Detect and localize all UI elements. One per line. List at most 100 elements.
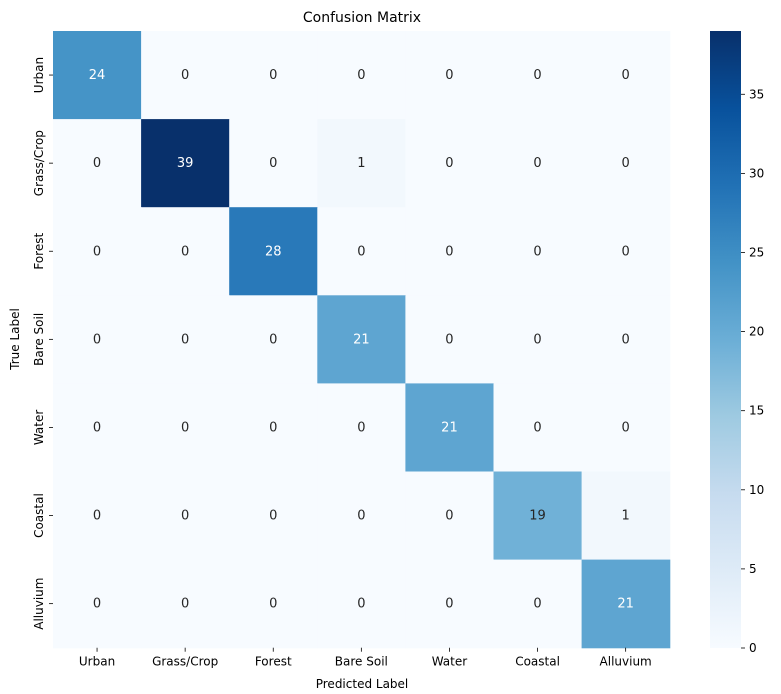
heatmap-cell [317, 559, 406, 649]
cell-value-label: 0 [269, 156, 277, 171]
cell-value-label: 0 [533, 332, 541, 347]
colorbar-tick-label: 0 [749, 641, 757, 655]
cell-value-label: 0 [357, 420, 365, 435]
cell-value-label: 0 [445, 332, 453, 347]
cell-value-label: 0 [357, 597, 365, 612]
cell-value-label: 0 [269, 509, 277, 524]
heatmap-cell [317, 207, 406, 296]
y-tick-label: Grass/Crop [32, 130, 46, 196]
heatmap-cell [141, 295, 230, 384]
colorbar-tick-label: 25 [749, 245, 764, 259]
cell-value-label: 0 [181, 509, 189, 524]
heatmap-cell [581, 31, 671, 120]
heatmap-cell [229, 383, 318, 473]
cell-value-label: 1 [622, 509, 630, 524]
heatmap-cell [53, 207, 142, 296]
cell-value-label: 0 [357, 509, 365, 524]
cell-value-label: 0 [622, 332, 630, 347]
cell-value-label: 0 [622, 68, 630, 83]
cell-value-label: 0 [357, 68, 365, 83]
heatmap-cell [229, 207, 318, 296]
y-tick-label: Coastal [32, 493, 46, 538]
heatmap-cell [141, 559, 230, 649]
cell-value-label: 0 [622, 420, 630, 435]
heatmap-cell [53, 119, 142, 208]
heatmap-cell [141, 383, 230, 473]
cell-value-label: 0 [93, 332, 101, 347]
heatmap-cell [317, 295, 406, 384]
x-tick-label: Water [432, 655, 468, 669]
x-axis-label: Predicted Label [316, 677, 409, 691]
heatmap-cell [581, 559, 671, 649]
cell-value-label: 0 [357, 244, 365, 259]
heatmap-cell [141, 471, 230, 561]
cell-value-label: 0 [622, 156, 630, 171]
heatmap-cell [229, 31, 318, 120]
colorbar-tick-label: 20 [749, 325, 764, 339]
cell-value-label: 0 [93, 156, 101, 171]
y-axis-label: True Label [8, 308, 22, 371]
heatmap-cell [141, 119, 230, 208]
cell-value-label: 0 [445, 156, 453, 171]
heatmap-cell [581, 295, 671, 384]
heatmap-cell [405, 383, 495, 473]
cell-value-label: 0 [93, 420, 101, 435]
cell-value-label: 0 [269, 597, 277, 612]
y-tick-label: Urban [32, 57, 46, 93]
cell-value-label: 19 [529, 509, 546, 524]
heatmap-cell [581, 383, 671, 473]
cell-value-label: 0 [533, 156, 541, 171]
heatmap-cell [581, 471, 671, 561]
cell-value-label: 0 [93, 597, 101, 612]
heatmap-cell [405, 471, 495, 561]
colorbar-tick-label: 30 [749, 166, 764, 180]
heatmap-cell [493, 383, 583, 473]
heatmap-cell [53, 471, 142, 561]
colorbar-tick-label: 10 [749, 483, 764, 497]
heatmap-cell [229, 119, 318, 208]
y-tick-label: Water [32, 410, 46, 446]
y-tick-label: Bare Soil [32, 313, 46, 366]
x-tick-label: Urban [79, 655, 115, 669]
heatmap-cell [405, 119, 495, 208]
cell-value-label: 0 [181, 597, 189, 612]
colorbar-tick-label: 35 [749, 87, 764, 101]
cell-value-label: 0 [622, 244, 630, 259]
heatmap-cell [493, 207, 583, 296]
heatmap-cell [317, 119, 406, 208]
cell-value-label: 0 [533, 420, 541, 435]
y-tick-label: Alluvium [32, 578, 46, 630]
cell-value-label: 1 [357, 156, 365, 171]
x-tick-label: Forest [255, 655, 292, 669]
heatmap-annotations: 24 0 0 0 0 0 0 0 39 0 1 0 0 0 0 0 28 0 0 0 0 0 0 0 21 0 0 0 0 0 0 0 21 0 0… [89, 68, 634, 612]
cell-value-label: 0 [533, 244, 541, 259]
cell-value-label: 0 [445, 597, 453, 612]
heatmap-cell [405, 295, 495, 384]
cell-value-label: 0 [269, 68, 277, 83]
heatmap-cell [581, 119, 671, 208]
x-tick-label: Grass/Crop [152, 655, 218, 669]
colorbar-tick-label: 5 [749, 562, 757, 576]
heatmap-cell [493, 119, 583, 208]
heatmap-cells [53, 31, 671, 649]
cell-value-label: 28 [265, 244, 282, 259]
heatmap-cell [317, 31, 406, 120]
colorbar [710, 31, 741, 648]
colorbar-tick-label: 15 [749, 404, 764, 418]
cell-value-label: 21 [353, 332, 370, 347]
heatmap-cell [229, 295, 318, 384]
x-axis-ticks: Urban Grass/Crop Forest Bare Soil Water Coast… [79, 647, 652, 669]
heatmap-cell [493, 295, 583, 384]
chart-title: Confusion Matrix [303, 10, 421, 26]
heatmap-cell [317, 471, 406, 561]
heatmap-cell [405, 31, 495, 120]
heatmap-cell [581, 207, 671, 296]
colorbar-ticks: 0 5 10 15 20 25 30 35 [741, 87, 764, 655]
cell-value-label: 0 [533, 597, 541, 612]
heatmap-cell [53, 559, 142, 649]
cell-value-label: 0 [93, 244, 101, 259]
x-tick-label: Alluvium [600, 655, 652, 669]
heatmap-cell [141, 207, 230, 296]
cell-value-label: 0 [445, 68, 453, 83]
heatmap-cell [229, 471, 318, 561]
